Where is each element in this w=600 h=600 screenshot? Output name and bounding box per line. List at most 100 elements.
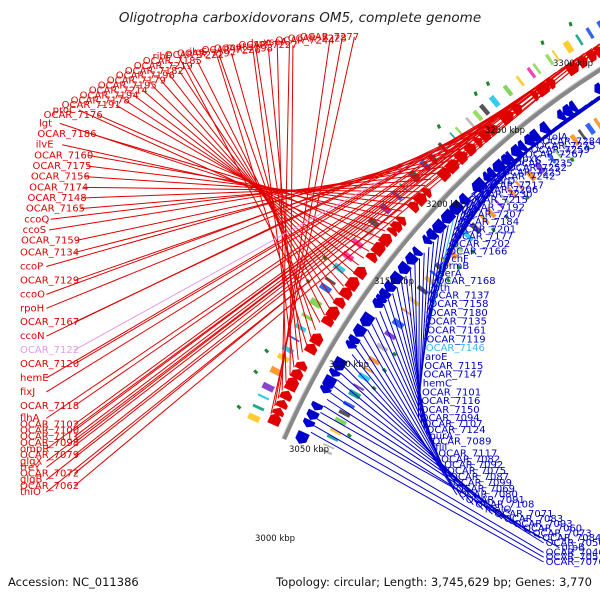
inner-cog-block (506, 186, 518, 199)
left-leader-line (46, 148, 463, 267)
inner-cog-block (569, 133, 581, 147)
right-gene-label: OCAR_7094 (421, 413, 480, 424)
right-gene-label: OCAR_7158 (429, 299, 488, 310)
left-leader-line (46, 52, 585, 462)
left-gene-label: hemE (20, 373, 49, 384)
right-gene-label: OCAR_7137 (431, 291, 490, 302)
left-leader-line (267, 48, 299, 360)
forward-gene-arrow (406, 201, 420, 214)
rna-feature-mark (485, 81, 491, 87)
forward-gene-arrow (436, 167, 452, 183)
right-leader-line (310, 431, 544, 563)
right-leader-line (418, 252, 425, 402)
left-leader-line (97, 114, 380, 239)
left-gene-label: OCAR_7062 (20, 481, 79, 492)
reverse-gene-arrow (440, 208, 457, 224)
left-leader-line (78, 109, 375, 245)
inner-cog-block (494, 199, 505, 210)
kbp-tick-label: 3200 kbp (426, 200, 466, 210)
inner-cog-block (577, 129, 587, 141)
left-leader-line (46, 97, 522, 393)
right-leader-line (409, 269, 423, 425)
right-gene-label: OCAR_7215 (469, 195, 528, 206)
rna-feature-mark (436, 123, 442, 130)
forward-gene-arrow (472, 137, 483, 149)
right-gene-label: OCAR_7242 (496, 172, 555, 183)
left-leader-line (74, 82, 543, 425)
right-gene-label: OCAR_7161 (427, 326, 486, 337)
outer-cog-block (252, 403, 265, 412)
left-leader-line (46, 62, 571, 450)
right-gene-label: OCAR_7073 (533, 528, 592, 539)
genome-summary-text: Topology: circular; Length: 3,745,629 bp… (275, 575, 592, 589)
forward-gene-arrow (338, 287, 353, 301)
left-gene-label: OCAR_7175 (32, 161, 91, 172)
right-leader-line (367, 329, 452, 484)
rna-feature-mark (264, 348, 270, 354)
rna-feature-mark (445, 277, 451, 283)
forward-gene-arrow (352, 266, 368, 281)
outer-cog-block (301, 312, 313, 322)
right-gene-label: tolA (548, 132, 568, 143)
rna-feature-mark (253, 369, 259, 375)
reverse-gene-arrow (306, 408, 320, 420)
outer-cog-block (261, 381, 275, 393)
left-gene-label: proC (53, 105, 76, 116)
right-leader-line (320, 412, 560, 549)
forward-gene-arrow (271, 407, 285, 418)
right-gene-label: hemC (423, 378, 452, 389)
outer-cog-block (465, 117, 476, 128)
right-gene-label: purD (491, 176, 516, 187)
inner-cog-block (514, 180, 525, 191)
kbp-tick-label: 3050 kbp (289, 445, 329, 455)
reverse-gene-arrow (422, 234, 434, 245)
rna-feature-mark (470, 249, 476, 255)
kbp-tick-label: 3150 kbp (374, 277, 414, 287)
right-gene-label: OCAR_7091 (466, 495, 525, 506)
forward-gene-arrow (283, 377, 300, 393)
right-gene-label: fliI (435, 443, 447, 454)
left-leader-line (91, 133, 391, 225)
right-gene-label: OCAR_7168 (436, 276, 495, 287)
left-leader-line (75, 160, 450, 242)
rna-feature-mark (473, 91, 478, 97)
map-title: Oligotropha carboxidovorans OM5, complet… (119, 10, 481, 26)
right-gene-label: OCAR_7099 (453, 478, 512, 489)
right-gene-label: OCAR_7046 (546, 547, 600, 558)
rna-feature-mark (236, 404, 242, 410)
forward-gene-arrow (420, 187, 432, 199)
outer-cog-block (551, 49, 560, 61)
right-leader-line (371, 323, 449, 478)
left-gene-label: OCAR_7156 (31, 172, 90, 183)
left-gene-label: ccoN (20, 331, 45, 342)
right-gene-label: OCAR_7082 (441, 454, 500, 465)
right-gene-label: aroE (425, 352, 447, 363)
reverse-gene-arrow (529, 128, 542, 142)
right-gene-label: OCAR_7115 (424, 361, 483, 372)
left-gene-label: OCAR_7178 (71, 95, 130, 106)
left-gene-label: OCAR_7134 (20, 248, 79, 259)
right-leader-line (383, 305, 440, 460)
inner-cog-block (561, 141, 572, 153)
right-gene-label: OCAR_7135 (428, 317, 487, 328)
left-gene-label: ccoS (23, 225, 46, 236)
right-gene-label: OCAR_7252 (508, 163, 567, 174)
right-gene-label: OCAR_7084 (542, 533, 600, 544)
left-gene-label: OCAR_7102 (20, 419, 79, 430)
inner-cog-block (593, 117, 600, 130)
inner-cog-block (338, 409, 351, 418)
leader-layer (46, 36, 600, 563)
reverse-gene-arrow (302, 417, 316, 428)
genome-backbone-highlight (281, 66, 600, 439)
right-gene-label: OCAR_7230 (473, 189, 532, 200)
reverse-gene-arrow (383, 280, 398, 292)
right-gene-label: OCAR_7050 (546, 538, 600, 549)
left-gene-label: OCAR_7196 (116, 71, 175, 82)
left-gene-label: mutL (226, 42, 252, 53)
left-gene-label: OCAR_7100 (20, 426, 79, 437)
right-gene-label: OCAR_7284 (542, 136, 600, 147)
forward-gene-arrow (370, 241, 386, 258)
left-gene-label: rpoH (20, 303, 44, 314)
rna-feature-mark (371, 385, 377, 391)
right-gene-label: serA (439, 268, 461, 279)
